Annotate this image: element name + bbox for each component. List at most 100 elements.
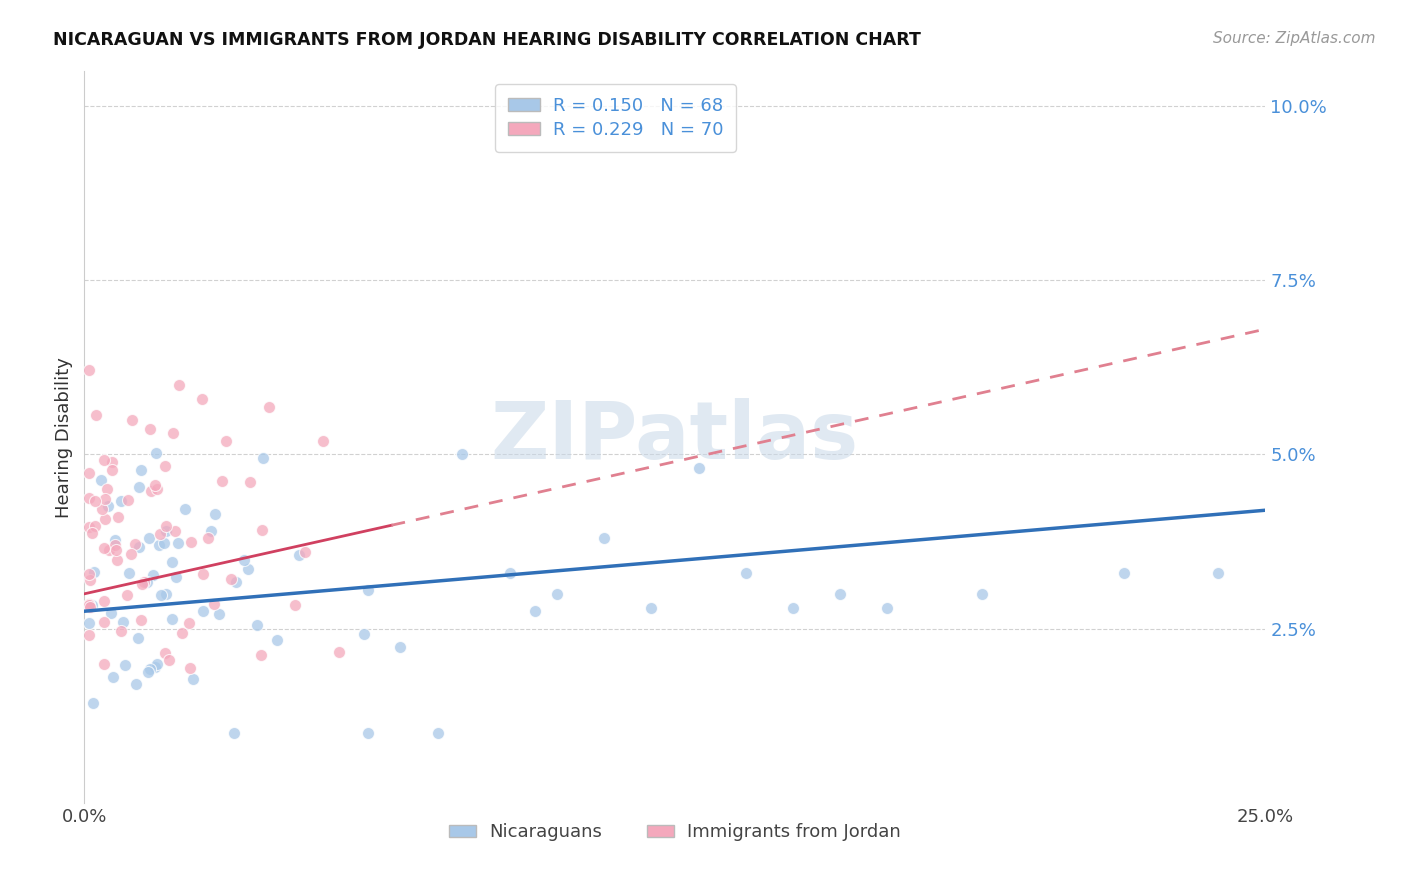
Point	[146, 482, 169, 496]
Point	[93, 657, 115, 671]
Point	[77, 491, 100, 506]
Point	[1206, 566, 1229, 580]
Point	[80, 525, 103, 540]
Point	[357, 582, 380, 597]
Point	[90, 473, 112, 487]
Point	[129, 463, 152, 477]
Point	[115, 587, 138, 601]
Point	[193, 604, 215, 618]
Point	[688, 461, 710, 475]
Point	[157, 652, 180, 666]
Point	[136, 575, 159, 590]
Point	[132, 574, 155, 589]
Point	[284, 598, 307, 612]
Point	[180, 534, 202, 549]
Point	[139, 422, 162, 436]
Point	[155, 587, 177, 601]
Point	[97, 500, 120, 514]
Text: ZIPatlas: ZIPatlas	[491, 398, 859, 476]
Point	[160, 555, 183, 569]
Point	[129, 613, 152, 627]
Point	[640, 600, 662, 615]
Point	[118, 566, 141, 580]
Point	[288, 548, 311, 562]
Point	[146, 657, 169, 671]
Text: Source: ZipAtlas.com: Source: ZipAtlas.com	[1212, 31, 1375, 46]
Point	[100, 455, 122, 469]
Point	[593, 531, 616, 545]
Point	[93, 615, 115, 629]
Point	[110, 624, 132, 638]
Point	[131, 576, 153, 591]
Point	[79, 567, 101, 582]
Point	[165, 570, 187, 584]
Point	[138, 532, 160, 546]
Point	[127, 632, 149, 646]
Point	[328, 645, 350, 659]
Point	[356, 726, 378, 740]
Point	[546, 587, 568, 601]
Point	[353, 626, 375, 640]
Point	[104, 533, 127, 547]
Point	[233, 553, 256, 567]
Point	[82, 696, 104, 710]
Point	[77, 615, 100, 630]
Point	[257, 400, 280, 414]
Point	[427, 726, 450, 740]
Point	[252, 451, 274, 466]
Point	[149, 527, 172, 541]
Point	[100, 606, 122, 620]
Point	[83, 565, 105, 579]
Point	[84, 493, 107, 508]
Point	[82, 598, 104, 612]
Point	[170, 626, 193, 640]
Point	[160, 612, 183, 626]
Point	[162, 425, 184, 440]
Point	[179, 660, 201, 674]
Point	[117, 493, 139, 508]
Point	[250, 648, 273, 663]
Point	[84, 408, 107, 422]
Point	[90, 502, 112, 516]
Point	[139, 662, 162, 676]
Point	[153, 536, 176, 550]
Point	[101, 463, 124, 477]
Point	[876, 600, 898, 615]
Point	[145, 446, 167, 460]
Point	[96, 482, 118, 496]
Point	[110, 494, 132, 508]
Point	[155, 524, 177, 538]
Point	[782, 600, 804, 615]
Point	[246, 618, 269, 632]
Point	[77, 598, 100, 612]
Point	[294, 544, 316, 558]
Point	[114, 658, 136, 673]
Point	[104, 542, 127, 557]
Point	[225, 574, 247, 589]
Point	[202, 598, 225, 612]
Point	[970, 587, 993, 601]
Point	[208, 607, 231, 622]
Point	[181, 672, 204, 686]
Point	[145, 660, 167, 674]
Point	[77, 597, 100, 611]
Point	[239, 475, 262, 490]
Point	[173, 502, 195, 516]
Point	[312, 434, 335, 448]
Point	[111, 615, 134, 630]
Point	[141, 568, 163, 582]
Point	[524, 604, 547, 618]
Point	[224, 726, 246, 740]
Point	[153, 458, 176, 473]
Point	[136, 665, 159, 679]
Point	[128, 480, 150, 494]
Point	[167, 377, 190, 392]
Point	[93, 541, 115, 555]
Point	[266, 633, 288, 648]
Legend: Nicaraguans, Immigrants from Jordan: Nicaraguans, Immigrants from Jordan	[441, 816, 908, 848]
Point	[125, 676, 148, 690]
Point	[93, 594, 115, 608]
Point	[215, 434, 238, 448]
Point	[128, 541, 150, 555]
Point	[121, 412, 143, 426]
